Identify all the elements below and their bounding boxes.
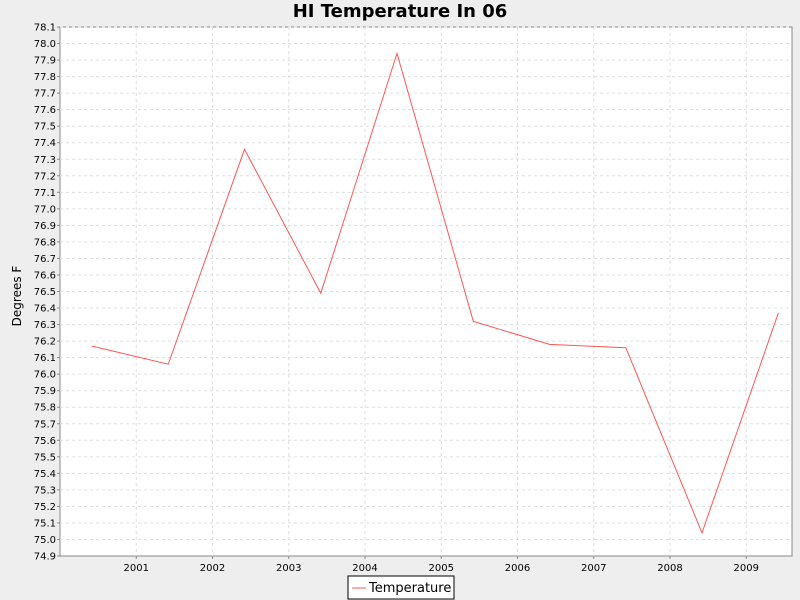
y-tick-label: 76.1: [34, 353, 56, 364]
data-point: [396, 52, 399, 55]
y-tick-label: 75.0: [34, 535, 56, 546]
x-tick-label: 2003: [276, 563, 301, 574]
y-tick-label: 75.8: [34, 403, 56, 414]
y-tick-label: 75.9: [34, 386, 56, 397]
y-tick-label: 76.7: [34, 254, 56, 265]
y-tick-label: 76.2: [34, 337, 56, 348]
chart-title: HI Temperature In 06: [292, 1, 508, 22]
series-line: [91, 51, 779, 535]
data-point: [243, 148, 246, 151]
x-tick-label: 2004: [352, 563, 377, 574]
data-point: [701, 531, 704, 534]
legend-box: [347, 575, 455, 600]
y-tick-label: 74.9: [34, 552, 56, 563]
x-tick-label: 2006: [505, 563, 530, 574]
y-tick-label: 77.3: [34, 155, 56, 166]
data-point: [472, 320, 475, 323]
x-axis: 2001 2002 2003 2004 2005 2006 2007 2008 2009: [124, 556, 759, 574]
y-tick-label: 77.2: [34, 171, 56, 182]
y-tick-label: 75.5: [34, 452, 56, 463]
y-tick-label: 76.9: [34, 221, 56, 232]
x-tick-label: 2008: [657, 563, 682, 574]
y-axis: 74.9 75.0 75.1 75.2 75.3 75.4 75.5 75.6 75.7 75.8…: [34, 23, 60, 563]
x-tick-label: 2002: [200, 563, 225, 574]
y-tick-label: 76.5: [34, 287, 56, 298]
y-tick-label: 77.5: [34, 122, 56, 133]
grid-lines: [60, 26, 792, 556]
data-point: [777, 311, 780, 314]
y-tick-label: 76.8: [34, 237, 56, 248]
y-tick-label: 75.7: [34, 419, 56, 430]
data-point: [167, 363, 170, 366]
y-tick-label: 75.2: [34, 502, 56, 513]
legend-label: Temperature: [368, 581, 451, 596]
y-tick-label: 77.4: [34, 138, 56, 149]
data-point: [548, 343, 551, 346]
y-tick-label: 75.1: [34, 518, 56, 529]
y-tick-label: 77.9: [34, 56, 56, 67]
y-axis-label: Degrees F: [10, 266, 24, 327]
series-layer: [91, 51, 780, 535]
y-tick-label: 77.0: [34, 204, 56, 215]
x-tick-label: 2009: [734, 563, 759, 574]
data-point: [624, 346, 627, 349]
y-tick-label: 77.8: [34, 72, 56, 83]
y-tick-label: 76.3: [34, 320, 56, 331]
y-tick-label: 77.7: [34, 89, 56, 100]
y-tick-label: 77.6: [34, 105, 56, 116]
y-tick-label: 75.3: [34, 485, 56, 496]
y-tick-label: 76.6: [34, 270, 56, 281]
legend: Temperature: [347, 575, 455, 600]
x-tick-label: 2007: [581, 563, 606, 574]
y-tick-label: 76.0: [34, 370, 56, 381]
data-point: [319, 292, 322, 295]
y-tick-label: 77.1: [34, 188, 56, 199]
y-tick-label: 75.6: [34, 436, 56, 447]
y-tick-label: 75.4: [34, 469, 56, 480]
y-tick-label: 76.4: [34, 304, 56, 315]
data-point: [91, 345, 94, 348]
x-tick-label: 2005: [429, 563, 454, 574]
y-tick-label: 78.1: [34, 23, 56, 34]
x-tick-label: 2001: [124, 563, 149, 574]
y-tick-label: 78.0: [34, 39, 56, 50]
